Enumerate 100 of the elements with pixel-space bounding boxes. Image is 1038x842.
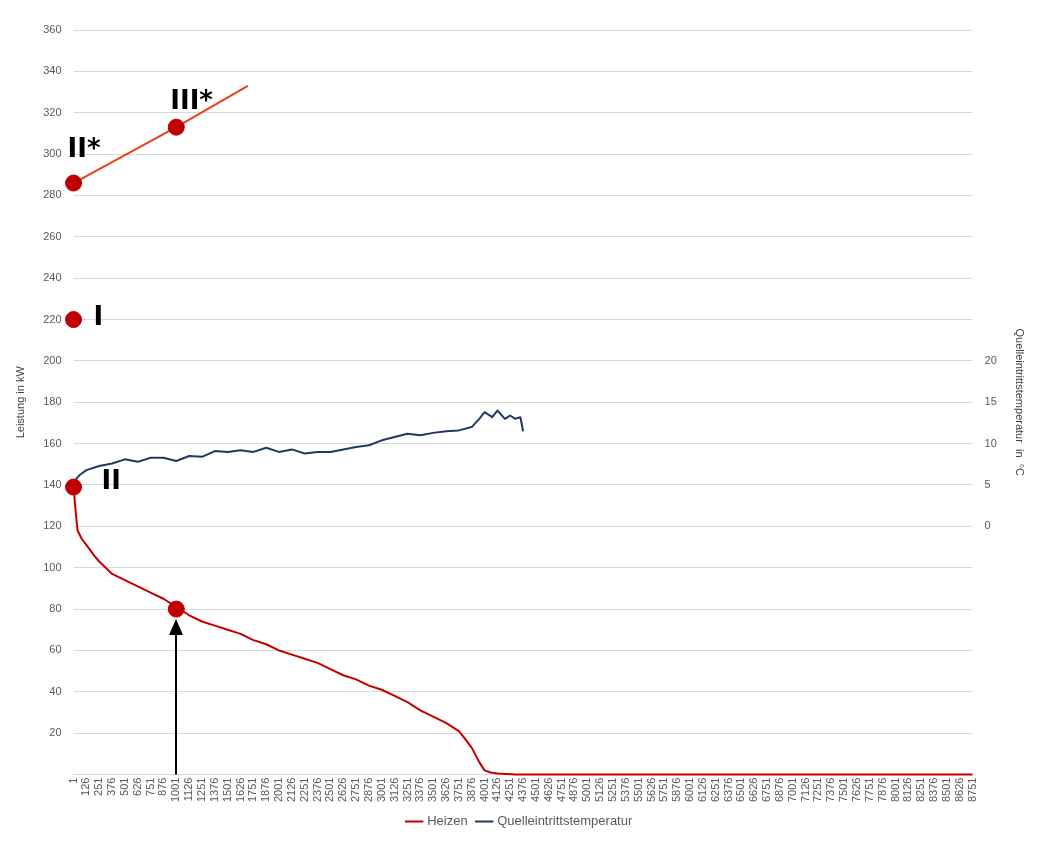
x-tick-label: 5001	[580, 777, 593, 803]
x-tick-label: 5501	[631, 777, 644, 803]
x-tick-label: 8626	[952, 777, 965, 803]
y-tick-label: 340	[43, 64, 62, 77]
point	[65, 311, 83, 329]
y-tick-label: 280	[43, 188, 62, 201]
y-tick-label: 60	[49, 643, 62, 656]
point	[65, 478, 83, 496]
x-tick-label: 7001	[785, 777, 798, 803]
y-tick-label: 80	[49, 602, 62, 615]
x-tick-label: 5876	[670, 777, 683, 803]
x-tick-label: 1626	[233, 777, 246, 803]
x-tick-label: 2876	[361, 777, 374, 803]
y-tick-label: 160	[43, 436, 62, 449]
x-tick-label: 501	[117, 777, 130, 796]
x-tick-label: 3126	[387, 777, 400, 803]
x-tick-label: 5126	[593, 777, 606, 803]
x-tick-label: 8376	[927, 777, 940, 803]
x-tick-label: 7876	[875, 777, 888, 803]
legend-label: Heizen	[427, 813, 468, 829]
x-tick-label: 6501	[734, 777, 747, 803]
x-tick-label: 5751	[657, 777, 670, 803]
y-tick-label: 40	[49, 684, 62, 697]
x-tick-label: 4876	[567, 777, 580, 803]
x-tick-label: 5251	[605, 777, 618, 803]
y2-tick-label: 20	[984, 353, 997, 366]
x-tick-label: 3876	[464, 777, 477, 803]
x-tick-label: 6251	[708, 777, 721, 803]
x-tick-label: 3626	[439, 777, 452, 803]
y-tick-label: 360	[43, 23, 62, 36]
x-tick-label: 8126	[901, 777, 914, 803]
y-tick-label: 220	[43, 312, 62, 325]
y-tick-label: 200	[43, 353, 62, 366]
x-tick-label: 1	[66, 777, 79, 784]
x-tick-label: 7751	[862, 777, 875, 803]
x-tick-label: 5626	[644, 777, 657, 803]
x-tick-label: 251	[92, 777, 105, 796]
x-tick-label: 1876	[259, 777, 272, 803]
annotation: III*	[170, 84, 214, 115]
x-tick-label: 7126	[798, 777, 811, 803]
y2-tick-label: 15	[984, 395, 997, 408]
x-tick-label: 4126	[490, 777, 503, 803]
y-tick-label: 320	[43, 105, 62, 118]
x-tick-label: 2501	[323, 777, 336, 803]
y-tick-label: 300	[43, 147, 62, 160]
legend-label: Quelleintrittstemperatur	[497, 813, 633, 829]
y-tick-label: 180	[43, 395, 62, 408]
x-tick-label: 8001	[888, 777, 901, 803]
x-tick-label: 6126	[695, 777, 708, 803]
x-tick-label: 3001	[374, 777, 387, 803]
x-tick-label: 3751	[451, 777, 464, 803]
y-tick-label: 120	[43, 519, 62, 532]
y2-axis-title: Quelleintrittstemperatur in °C	[1014, 328, 1027, 477]
x-tick-label: 8251	[914, 777, 927, 803]
point	[167, 118, 185, 136]
x-tick-label: 2376	[310, 777, 323, 803]
x-tick-label: 751	[143, 777, 156, 796]
x-tick-label: 876	[156, 777, 169, 796]
x-tick-label: 2251	[297, 777, 310, 803]
x-tick-label: 1126	[182, 777, 195, 802]
x-tick-label: 7501	[837, 777, 850, 803]
x-tick-label: 1751	[246, 777, 259, 803]
x-tick-label: 4376	[516, 777, 529, 803]
y2-tick-label: 5	[984, 478, 991, 491]
x-tick-label: 6751	[760, 777, 773, 803]
x-tick-label: 8751	[965, 777, 978, 803]
y-tick-label: 140	[43, 478, 62, 491]
y-tick-label: 240	[43, 271, 62, 284]
point	[167, 600, 185, 618]
x-tick-label: 1501	[220, 777, 233, 803]
x-tick-label: 1376	[207, 777, 220, 803]
y2-tick-label: 0	[984, 519, 991, 532]
y-axis-title: Leistung in kW	[13, 365, 26, 439]
x-tick-label: 1251	[195, 777, 208, 803]
x-tick-label: 6876	[772, 777, 785, 803]
x-tick-label: 7626	[850, 777, 863, 803]
x-tick-label: 2001	[272, 777, 285, 803]
x-tick-label: 4001	[477, 777, 490, 803]
y-tick-label: 20	[49, 726, 62, 739]
x-tick-label: 1001	[169, 777, 182, 803]
x-tick-label: 2626	[336, 777, 349, 803]
x-tick-label: 6001	[683, 777, 696, 803]
x-tick-label: 4251	[503, 777, 516, 803]
y2-tick-label: 10	[984, 436, 997, 449]
point	[65, 174, 83, 192]
x-tick-label: 6376	[721, 777, 734, 803]
x-tick-label: 626	[130, 777, 143, 796]
annotation: I	[93, 301, 104, 332]
x-tick-label: 8501	[939, 777, 952, 803]
x-tick-label: 2751	[349, 777, 362, 803]
x-tick-label: 4751	[554, 777, 567, 803]
annotation: II*	[67, 132, 101, 163]
x-tick-label: 3501	[426, 777, 439, 803]
x-tick-label: 376	[105, 777, 118, 796]
x-tick-label: 7251	[811, 777, 824, 803]
x-tick-label: 2126	[284, 777, 297, 803]
x-tick-label: 4626	[541, 777, 554, 803]
x-tick-label: 7376	[824, 777, 837, 803]
x-tick-label: 3376	[413, 777, 426, 803]
x-tick-label: 126	[79, 777, 92, 796]
